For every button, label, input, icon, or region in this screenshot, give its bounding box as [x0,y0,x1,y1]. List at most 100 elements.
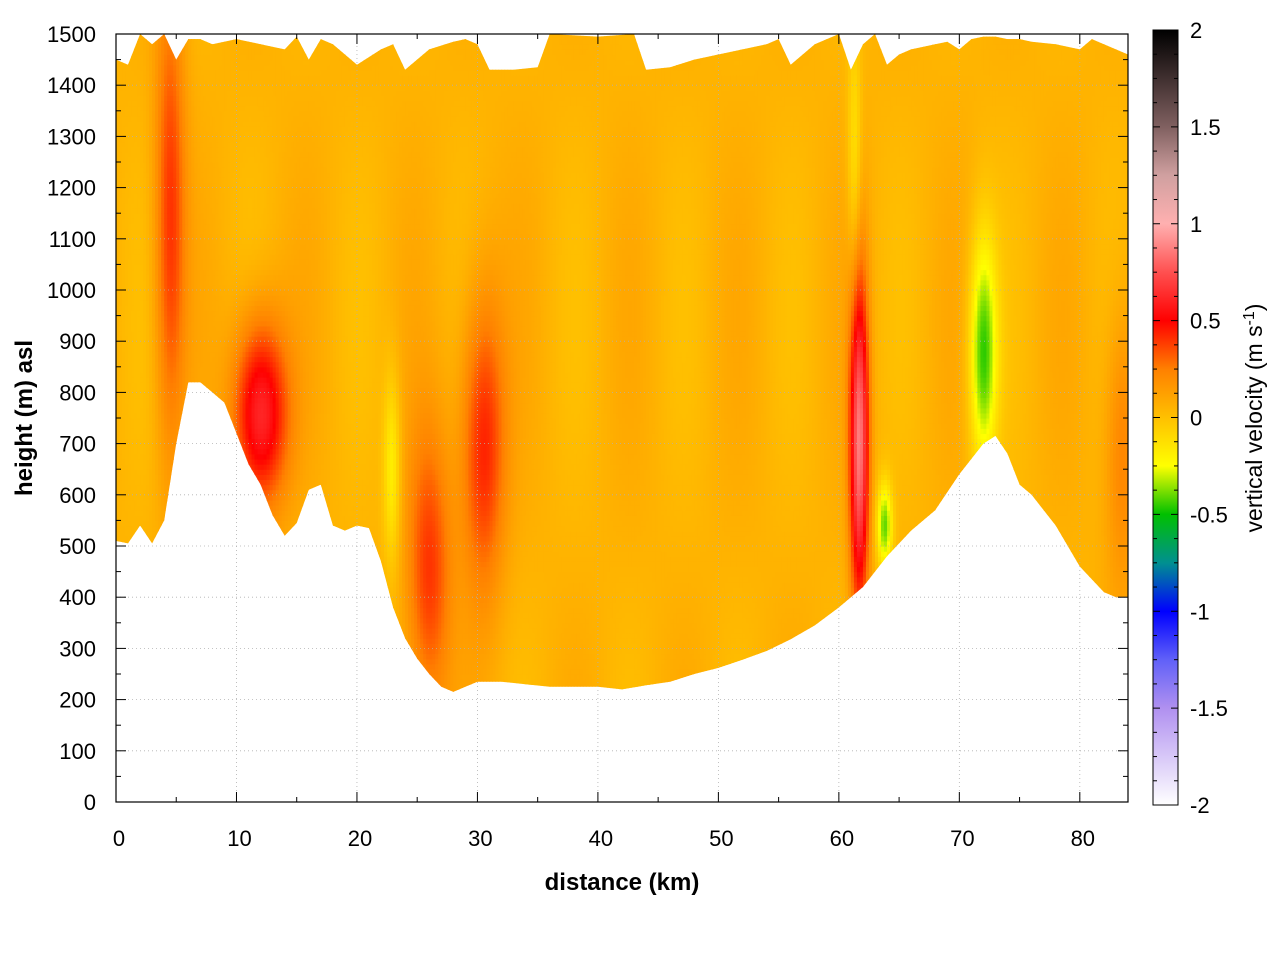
field-cell [122,39,126,45]
field-cell [230,526,234,532]
field-cell [212,664,216,670]
field-cell [119,577,123,583]
field-cell [230,515,234,521]
field-cell [209,418,213,424]
field-cell [200,510,204,516]
field-cell [155,551,159,557]
field-cell [206,500,210,506]
field-cell [218,689,222,695]
field-cell [206,623,210,629]
field-cell [155,34,159,40]
field-cell [179,566,183,572]
field-cell [215,464,219,470]
field-cell [212,679,216,685]
field-cell [212,674,216,680]
field-cell [176,469,180,475]
field-cell [206,582,210,588]
field-cell [185,633,189,639]
field-cell [170,515,174,521]
field-cell [185,546,189,552]
field-cell [137,572,141,578]
field-cell [194,34,198,40]
field-cell [206,392,210,398]
field-cell [185,679,189,685]
field-cell [137,628,141,634]
field-cell [227,551,231,557]
field-cell [194,572,198,578]
field-cell [218,531,222,537]
field-cell [167,628,171,634]
field-cell [203,597,207,603]
field-cell [137,618,141,624]
field-cell [194,454,198,460]
field-cell [128,648,132,654]
field-cell [161,520,165,526]
field-cell [128,582,132,588]
field-cell [176,577,180,583]
field-cell [188,556,192,562]
field-cell [176,546,180,552]
field-cell [230,464,234,470]
field-cell [182,659,186,665]
field-cell [200,628,204,634]
field-cell [128,654,132,660]
field-cell [215,628,219,634]
field-cell [200,500,204,506]
field-cell [185,464,189,470]
field-cell [128,628,132,634]
field-cell [182,500,186,506]
field-cell [152,633,156,639]
field-cell [224,510,228,516]
field-cell [182,39,186,45]
field-cell [227,694,231,700]
field-cell [167,664,171,670]
field-cell [185,582,189,588]
field-cell [167,659,171,665]
field-cell [164,664,168,670]
field-cell [161,587,165,593]
field-cell [185,531,189,537]
field-cell [137,561,141,567]
field-cell [146,664,150,670]
field-cell [227,34,231,40]
field-cell [170,628,174,634]
field-cell [200,474,204,480]
field-cell [185,556,189,562]
field-cell [215,531,219,537]
field-cell [143,623,147,629]
field-cell [158,587,162,593]
field-cell [140,674,144,680]
field-cell [197,520,201,526]
field-cell [206,628,210,634]
field-cell [179,520,183,526]
field-cell [203,674,207,680]
field-cell [227,510,231,516]
field-cell [191,602,195,608]
field-cell [191,633,195,639]
field-cell [206,551,210,557]
field-cell [122,587,126,593]
field-cell [185,674,189,680]
field-cell [140,587,144,593]
field-cell [197,449,201,455]
field-cell [224,423,228,429]
field-cell [197,423,201,429]
field-cell [200,433,204,439]
field-cell [191,408,195,414]
field-cell [197,495,201,501]
field-cell [167,689,171,695]
field-cell [227,531,231,537]
field-cell [170,469,174,475]
field-cell [125,669,129,675]
field-cell [140,638,144,644]
field-cell [230,454,234,460]
field-cell [170,689,174,695]
field-cell [158,674,162,680]
field-cell [173,485,177,491]
field-cell [215,428,219,434]
field-cell [140,669,144,675]
field-cell [227,566,231,572]
field-cell [146,679,150,685]
field-cell [161,689,165,695]
field-cell [221,602,225,608]
